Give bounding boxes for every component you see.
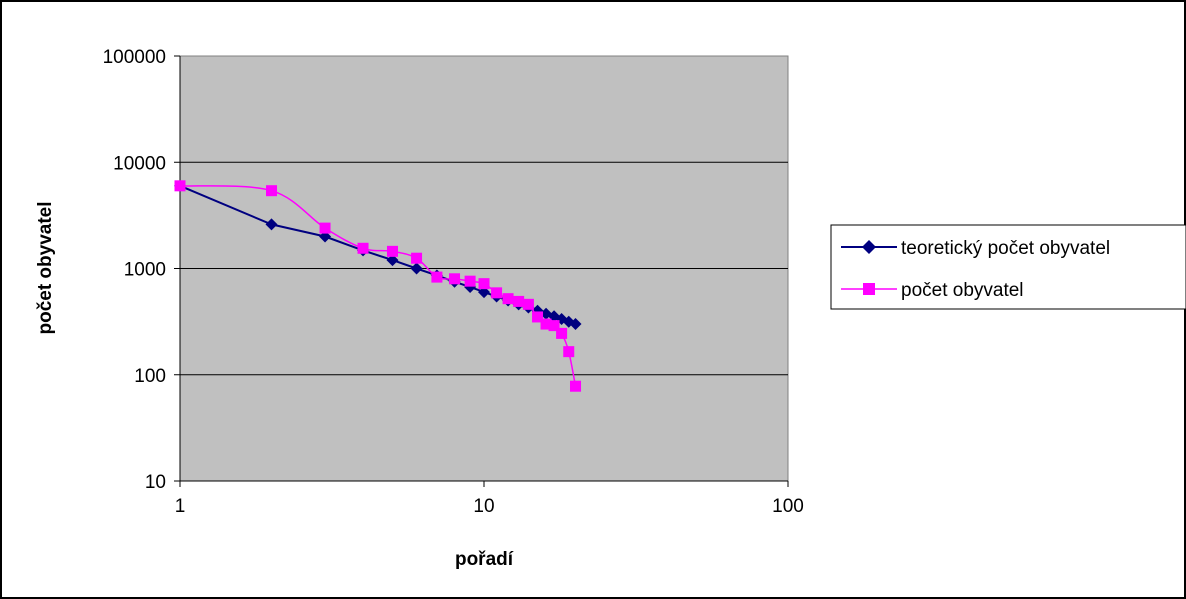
- data-point-theoretical: [569, 318, 582, 331]
- data-point-theoretical: [265, 218, 278, 231]
- data-point-population: [464, 275, 476, 287]
- data-point-population: [522, 298, 534, 310]
- data-point-population: [478, 278, 490, 290]
- y-tick-label: 10: [145, 472, 166, 493]
- legend-label-theoretical: teoretický počet obyvatel: [901, 238, 1110, 259]
- data-point-population: [357, 242, 369, 254]
- data-point-population: [491, 287, 503, 299]
- data-point-population: [570, 380, 582, 392]
- legend-marker-population: [863, 283, 875, 295]
- y-tick-label: 100: [134, 366, 166, 387]
- data-point-population: [411, 252, 423, 264]
- data-point-population: [563, 346, 575, 358]
- y-tick-label: 100000: [103, 47, 166, 68]
- series-layer: [174, 179, 582, 392]
- data-point-theoretical: [386, 254, 399, 267]
- legend-label-population: počet obyvatel: [901, 280, 1024, 301]
- data-point-population: [502, 293, 514, 305]
- x-tick-labels: 1 10 100: [175, 56, 804, 517]
- x-axis-title: pořadí: [455, 549, 514, 570]
- y-tick-labels: 10 100 1000 10000 100000: [103, 47, 180, 493]
- data-point-population: [319, 222, 331, 234]
- legend-box: [830, 224, 1186, 310]
- x-tick-label: 10: [473, 496, 494, 517]
- y-axis-title: počet obyvatel: [35, 201, 56, 334]
- legend-marker-theoretical: [862, 240, 876, 254]
- data-point-population: [386, 245, 398, 257]
- gridlines: [180, 161, 788, 376]
- data-point-population: [174, 180, 186, 192]
- data-point-population: [548, 320, 560, 332]
- x-tick-label: 1: [175, 496, 186, 517]
- data-point-population: [532, 311, 544, 323]
- y-tick-label: 1000: [124, 260, 166, 281]
- data-point-population: [556, 327, 568, 339]
- data-point-population: [513, 295, 525, 307]
- data-point-population: [431, 271, 443, 283]
- data-point-population: [540, 318, 552, 330]
- y-tick-label: 10000: [113, 153, 166, 174]
- legend: teoretický počet obyvatel počet obyvatel: [830, 224, 1186, 310]
- data-point-population: [449, 273, 461, 285]
- x-tick-label: 100: [772, 496, 804, 517]
- data-point-population: [266, 185, 278, 197]
- data-point-theoretical: [410, 262, 423, 275]
